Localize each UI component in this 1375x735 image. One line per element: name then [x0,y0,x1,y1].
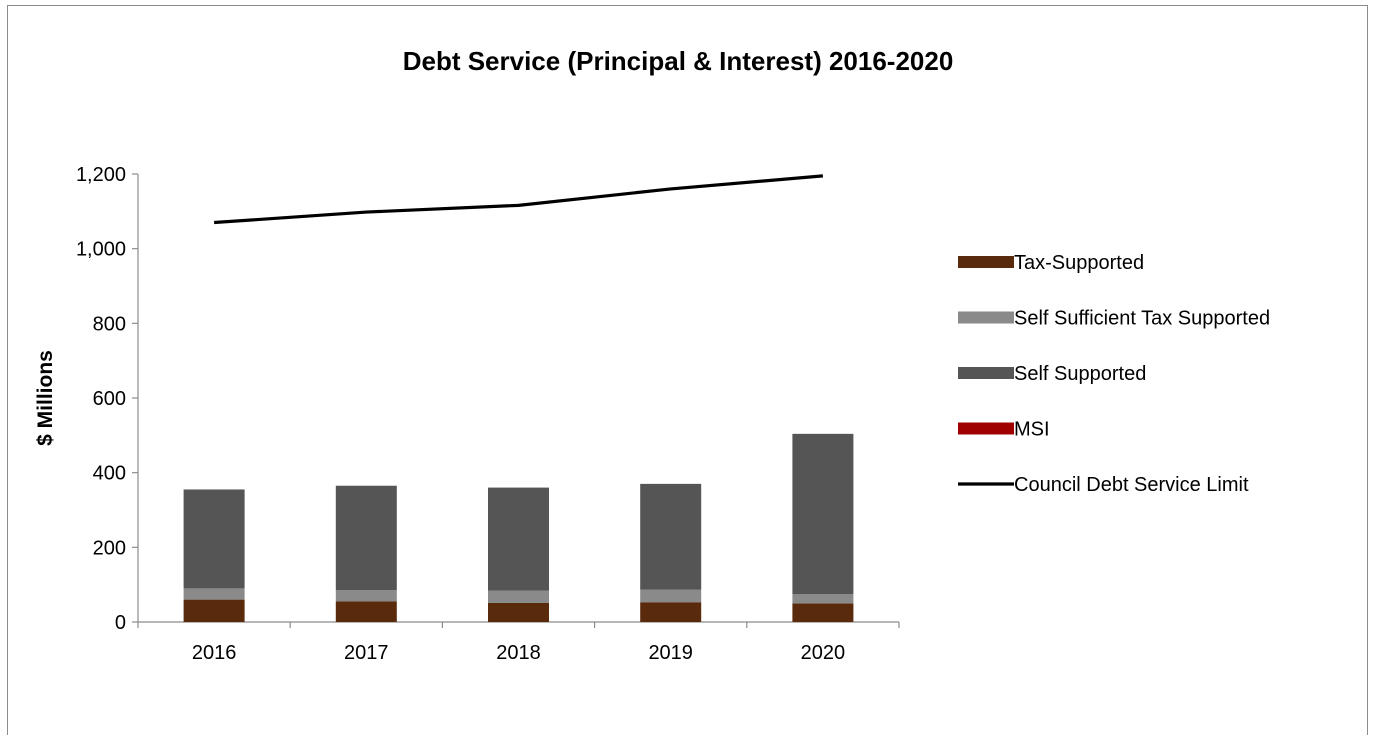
legend-label: Tax-Supported [1014,252,1144,274]
y-axis-label: $ Millions [34,350,57,446]
plot-area: 0 200 400 600 800 1,000 1,200 2016 2017 2018 2019 2… [76,164,900,664]
chart-title: Debt Service (Principal & Interest) 2016… [403,46,954,76]
x-tick-label: 2020 [801,642,846,664]
bar-self-sufficient-tax-supported [488,590,549,603]
y-tick-label: 0 [115,612,126,634]
bar-self-supported [640,483,702,590]
legend-label: MSI [1014,419,1050,441]
y-tick-label: 1,200 [76,164,126,186]
legend-swatch [958,422,1014,435]
bar-tax-supported [640,602,702,622]
y-tick-label: 1,000 [76,239,126,261]
bar-tax-supported [488,602,549,622]
legend-swatch [958,367,1014,379]
bar-tax-supported [183,599,245,622]
legend: Tax-Supported Self Sufficient Tax Support… [958,252,1270,496]
x-tick-label: 2017 [344,642,389,664]
bar-self-supported [488,487,549,591]
legend-label: Council Debt Service Limit [1014,474,1249,496]
x-tick-label: 2016 [192,642,237,664]
y-tick-label: 400 [93,463,126,485]
bar-self-sufficient-tax-supported [792,594,854,604]
y-tick-label: 600 [93,388,126,410]
bar-self-sufficient-tax-supported [335,590,397,602]
bar-self-supported [335,485,397,591]
y-tick-label: 200 [93,537,126,559]
bar-self-supported [792,433,854,594]
bar-tax-supported [792,603,854,622]
legend-label: Self Sufficient Tax Supported [1014,308,1270,330]
bar-self-supported [183,489,245,589]
legend-swatch [958,311,1014,324]
bar-tax-supported [335,601,397,622]
x-tick-label: 2018 [496,642,541,664]
legend-label: Self Supported [1014,363,1146,385]
x-tick-label: 2019 [648,642,693,664]
chart-frame [7,5,1368,735]
bar-self-sufficient-tax-supported [183,588,245,600]
bar-self-sufficient-tax-supported [640,589,702,603]
line-series-council-debt-service-limit [213,174,824,225]
legend-swatch [958,256,1014,268]
y-tick-label: 800 [93,313,126,335]
